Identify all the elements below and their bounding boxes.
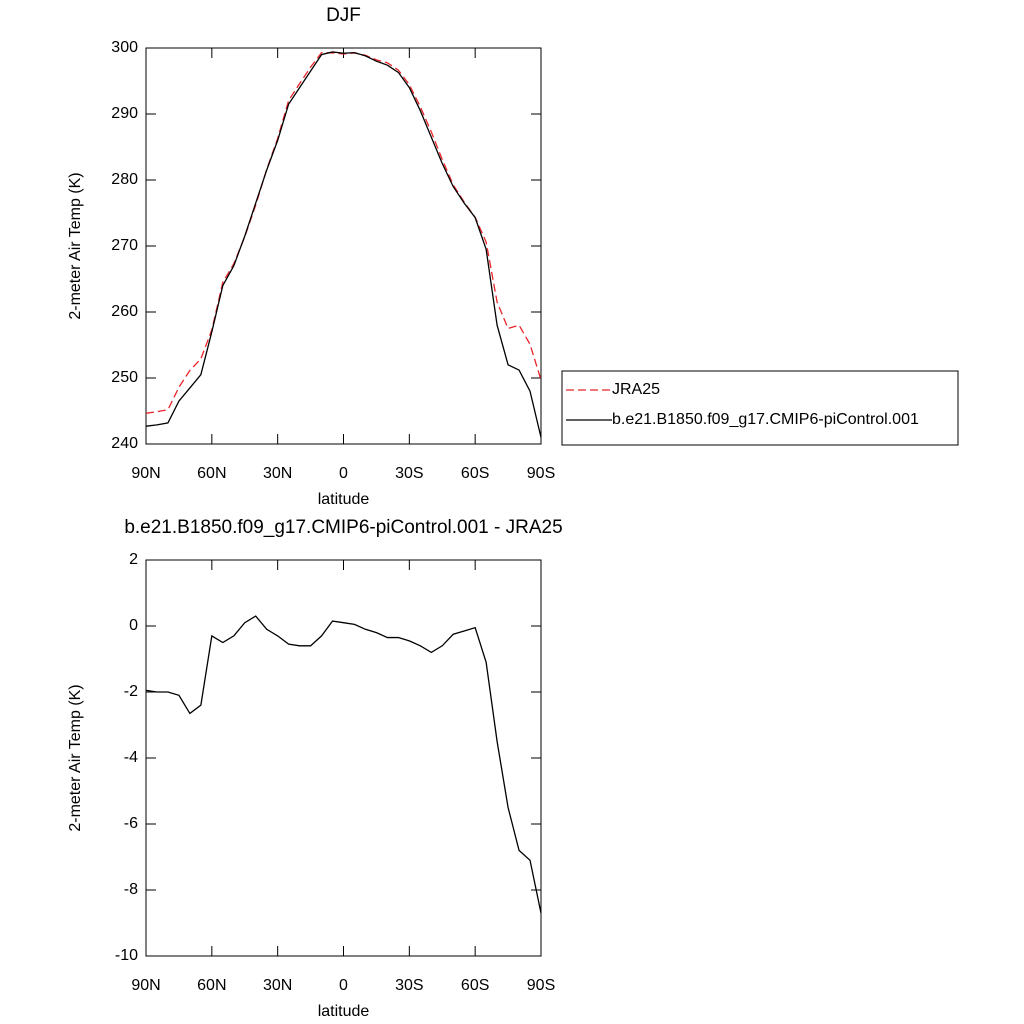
- data-line: [145, 51, 542, 438]
- y-tick-label: -8: [124, 881, 138, 898]
- x-tick-label: 90S: [527, 465, 555, 482]
- legend-label: JRA25: [612, 381, 660, 398]
- x-tick-label: 60N: [197, 977, 226, 994]
- data-line: [145, 615, 542, 914]
- x-tick-label: 60S: [461, 465, 489, 482]
- x-tick-label: 60N: [197, 465, 226, 482]
- legend-box: [561, 370, 959, 446]
- x-tick-label: 90N: [131, 465, 160, 482]
- chart-title: b.e21.B1850.f09_g17.CMIP6-piControl.001 …: [124, 517, 562, 538]
- y-tick-label: 240: [111, 435, 138, 452]
- y-tick-label: -4: [124, 749, 138, 766]
- y-axis-label: 2-meter Air Temp (K): [67, 172, 84, 319]
- y-tick-label: 270: [111, 237, 138, 254]
- y-tick-label: 300: [111, 39, 138, 56]
- subplot: DJF latitude 2-meter Air Temp (K) 240 250 260…: [67, 5, 959, 508]
- x-tick-label: 0: [339, 465, 348, 482]
- y-tick-label: -6: [124, 815, 138, 832]
- x-tick-label: 30N: [263, 465, 292, 482]
- legend: JRA25 b.e21.B1850.f09_g17.CMIP6-piControl…: [561, 370, 959, 446]
- y-tick-label: 2: [129, 551, 138, 568]
- y-tick-label: 260: [111, 303, 138, 320]
- y-tick-label: -10: [115, 947, 138, 964]
- x-tick-label: 30S: [395, 977, 423, 994]
- x-tick-label: 90N: [131, 977, 160, 994]
- y-tick-label: -2: [124, 683, 138, 700]
- x-tick-label: 90S: [527, 977, 555, 994]
- chart-title: DJF: [326, 5, 361, 26]
- y-tick-label: 290: [111, 105, 138, 122]
- x-tick-label: 60S: [461, 977, 489, 994]
- plot-frame: [145, 559, 542, 957]
- y-tick-label: 250: [111, 369, 138, 386]
- y-tick-label: 0: [129, 617, 138, 634]
- legend-label: b.e21.B1850.f09_g17.CMIP6-piControl.001: [612, 411, 919, 428]
- x-tick-label: 30S: [395, 465, 423, 482]
- x-axis-label: latitude: [318, 491, 370, 508]
- x-axis-label: latitude: [318, 1003, 370, 1020]
- y-tick-label: 280: [111, 171, 138, 188]
- y-axis-label: 2-meter Air Temp (K): [67, 684, 84, 831]
- x-tick-label: 30N: [263, 977, 292, 994]
- subplot: b.e21.B1850.f09_g17.CMIP6-piControl.001 …: [67, 517, 562, 1020]
- x-tick-label: 0: [339, 977, 348, 994]
- plot-frame: [145, 47, 542, 445]
